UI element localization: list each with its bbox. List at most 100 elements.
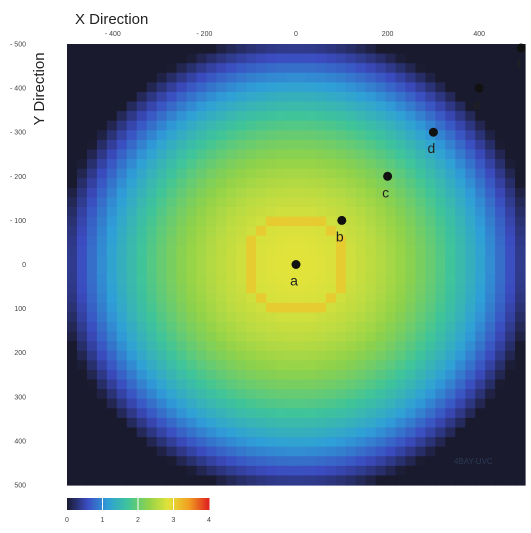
heatmap-cell [465,91,476,103]
heatmap-cell [176,168,188,179]
heatmap-cell [106,159,118,170]
heatmap-cell [485,159,496,170]
heatmap-cell [365,120,377,131]
heatmap-cell [226,149,237,160]
heatmap-cell [465,168,476,179]
heatmap-cell [116,437,128,448]
heatmap-cell [355,159,367,170]
heatmap-cell [296,283,307,294]
heatmap-cell [136,226,148,237]
heatmap-cell [146,475,158,486]
heatmap-cell [375,44,387,55]
heatmap-cell [246,293,257,304]
heatmap-cell [435,302,446,314]
heatmap-cell [86,322,98,333]
heatmap-cell [325,216,337,227]
heatmap-cell [116,235,128,246]
heatmap-cell [176,187,188,198]
heatmap-cell [106,53,118,64]
heatmap-cell [236,101,247,112]
heatmap-cell [415,91,427,103]
heatmap-cell [435,465,446,477]
heatmap-cell [176,245,188,256]
heatmap-cell [296,178,307,189]
heatmap-cell [67,72,78,83]
heatmap-cell [495,187,506,198]
heatmap-cell [276,427,287,438]
heatmap-cell [325,341,337,352]
heatmap-cell [146,465,158,477]
heatmap-cell [186,254,198,266]
heatmap-cell [96,44,108,55]
heatmap-cell [395,389,407,400]
heatmap-cell [136,120,148,131]
heatmap-cell [136,168,148,179]
heatmap-cell [126,331,138,342]
heatmap-cell [226,44,237,55]
heatmap-cell [106,341,118,352]
heatmap-cell [455,53,466,64]
heatmap-cell [196,398,207,409]
heatmap-cell [256,427,267,438]
heatmap-cell [126,379,138,390]
heatmap-cell [355,360,367,371]
heatmap-cell [276,264,287,275]
heatmap-cell [435,379,446,390]
heatmap-cell [485,197,496,208]
heatmap-cell [206,417,217,429]
heatmap-cell [305,465,317,477]
heatmap-cell [395,111,407,122]
heatmap-cell [67,274,78,285]
heatmap-cell [196,341,207,352]
heatmap-cell [365,72,377,83]
heatmap-cell [445,216,456,227]
heatmap-cell [445,139,456,151]
heatmap-cell [515,293,526,304]
heatmap-cell [425,312,436,323]
heatmap-cell [136,44,148,55]
heatmap-cell [206,369,217,381]
heatmap-cell [246,465,257,477]
heatmap-cell [196,111,207,122]
heatmap-cell [236,456,247,467]
heatmap-cell [395,465,407,477]
heatmap-cell [425,235,436,246]
heatmap-cell [305,427,317,438]
heatmap-cell [156,322,168,333]
heatmap-cell [495,312,506,323]
heatmap-cell [266,245,277,256]
heatmap-cell [296,44,307,55]
heatmap-cell [176,254,188,266]
heatmap-cell [355,149,367,160]
heatmap-cell [335,139,347,151]
heatmap-cell [196,389,207,400]
heatmap-cell [335,226,347,237]
heatmap-cell [116,168,128,179]
heatmap-cell [266,72,277,83]
heatmap-cell [156,187,168,198]
heatmap-cell [465,216,476,227]
heatmap-cell [395,63,407,74]
heatmap-cell [475,341,486,352]
heatmap-cell [445,322,456,333]
heatmap-cell [505,53,516,64]
heatmap-cell [495,101,506,112]
heatmap-cell [315,398,327,409]
heatmap-cell [435,159,446,170]
heatmap-cell [236,178,247,189]
heatmap-cell [505,331,516,342]
heatmap-cell [395,187,407,198]
heatmap-cell [515,379,526,390]
heatmap-cell [136,350,148,361]
heatmap-cell [415,322,427,333]
heatmap-cell [355,235,367,246]
heatmap-cell [196,331,207,342]
heatmap-cell [365,139,377,151]
heatmap-cell [465,293,476,304]
heatmap-cell [455,197,466,208]
heatmap-cell [465,206,476,218]
heatmap-cell [236,417,247,429]
heatmap-cell [226,72,237,83]
heatmap-cell [365,178,377,189]
heatmap-cell [156,168,168,179]
